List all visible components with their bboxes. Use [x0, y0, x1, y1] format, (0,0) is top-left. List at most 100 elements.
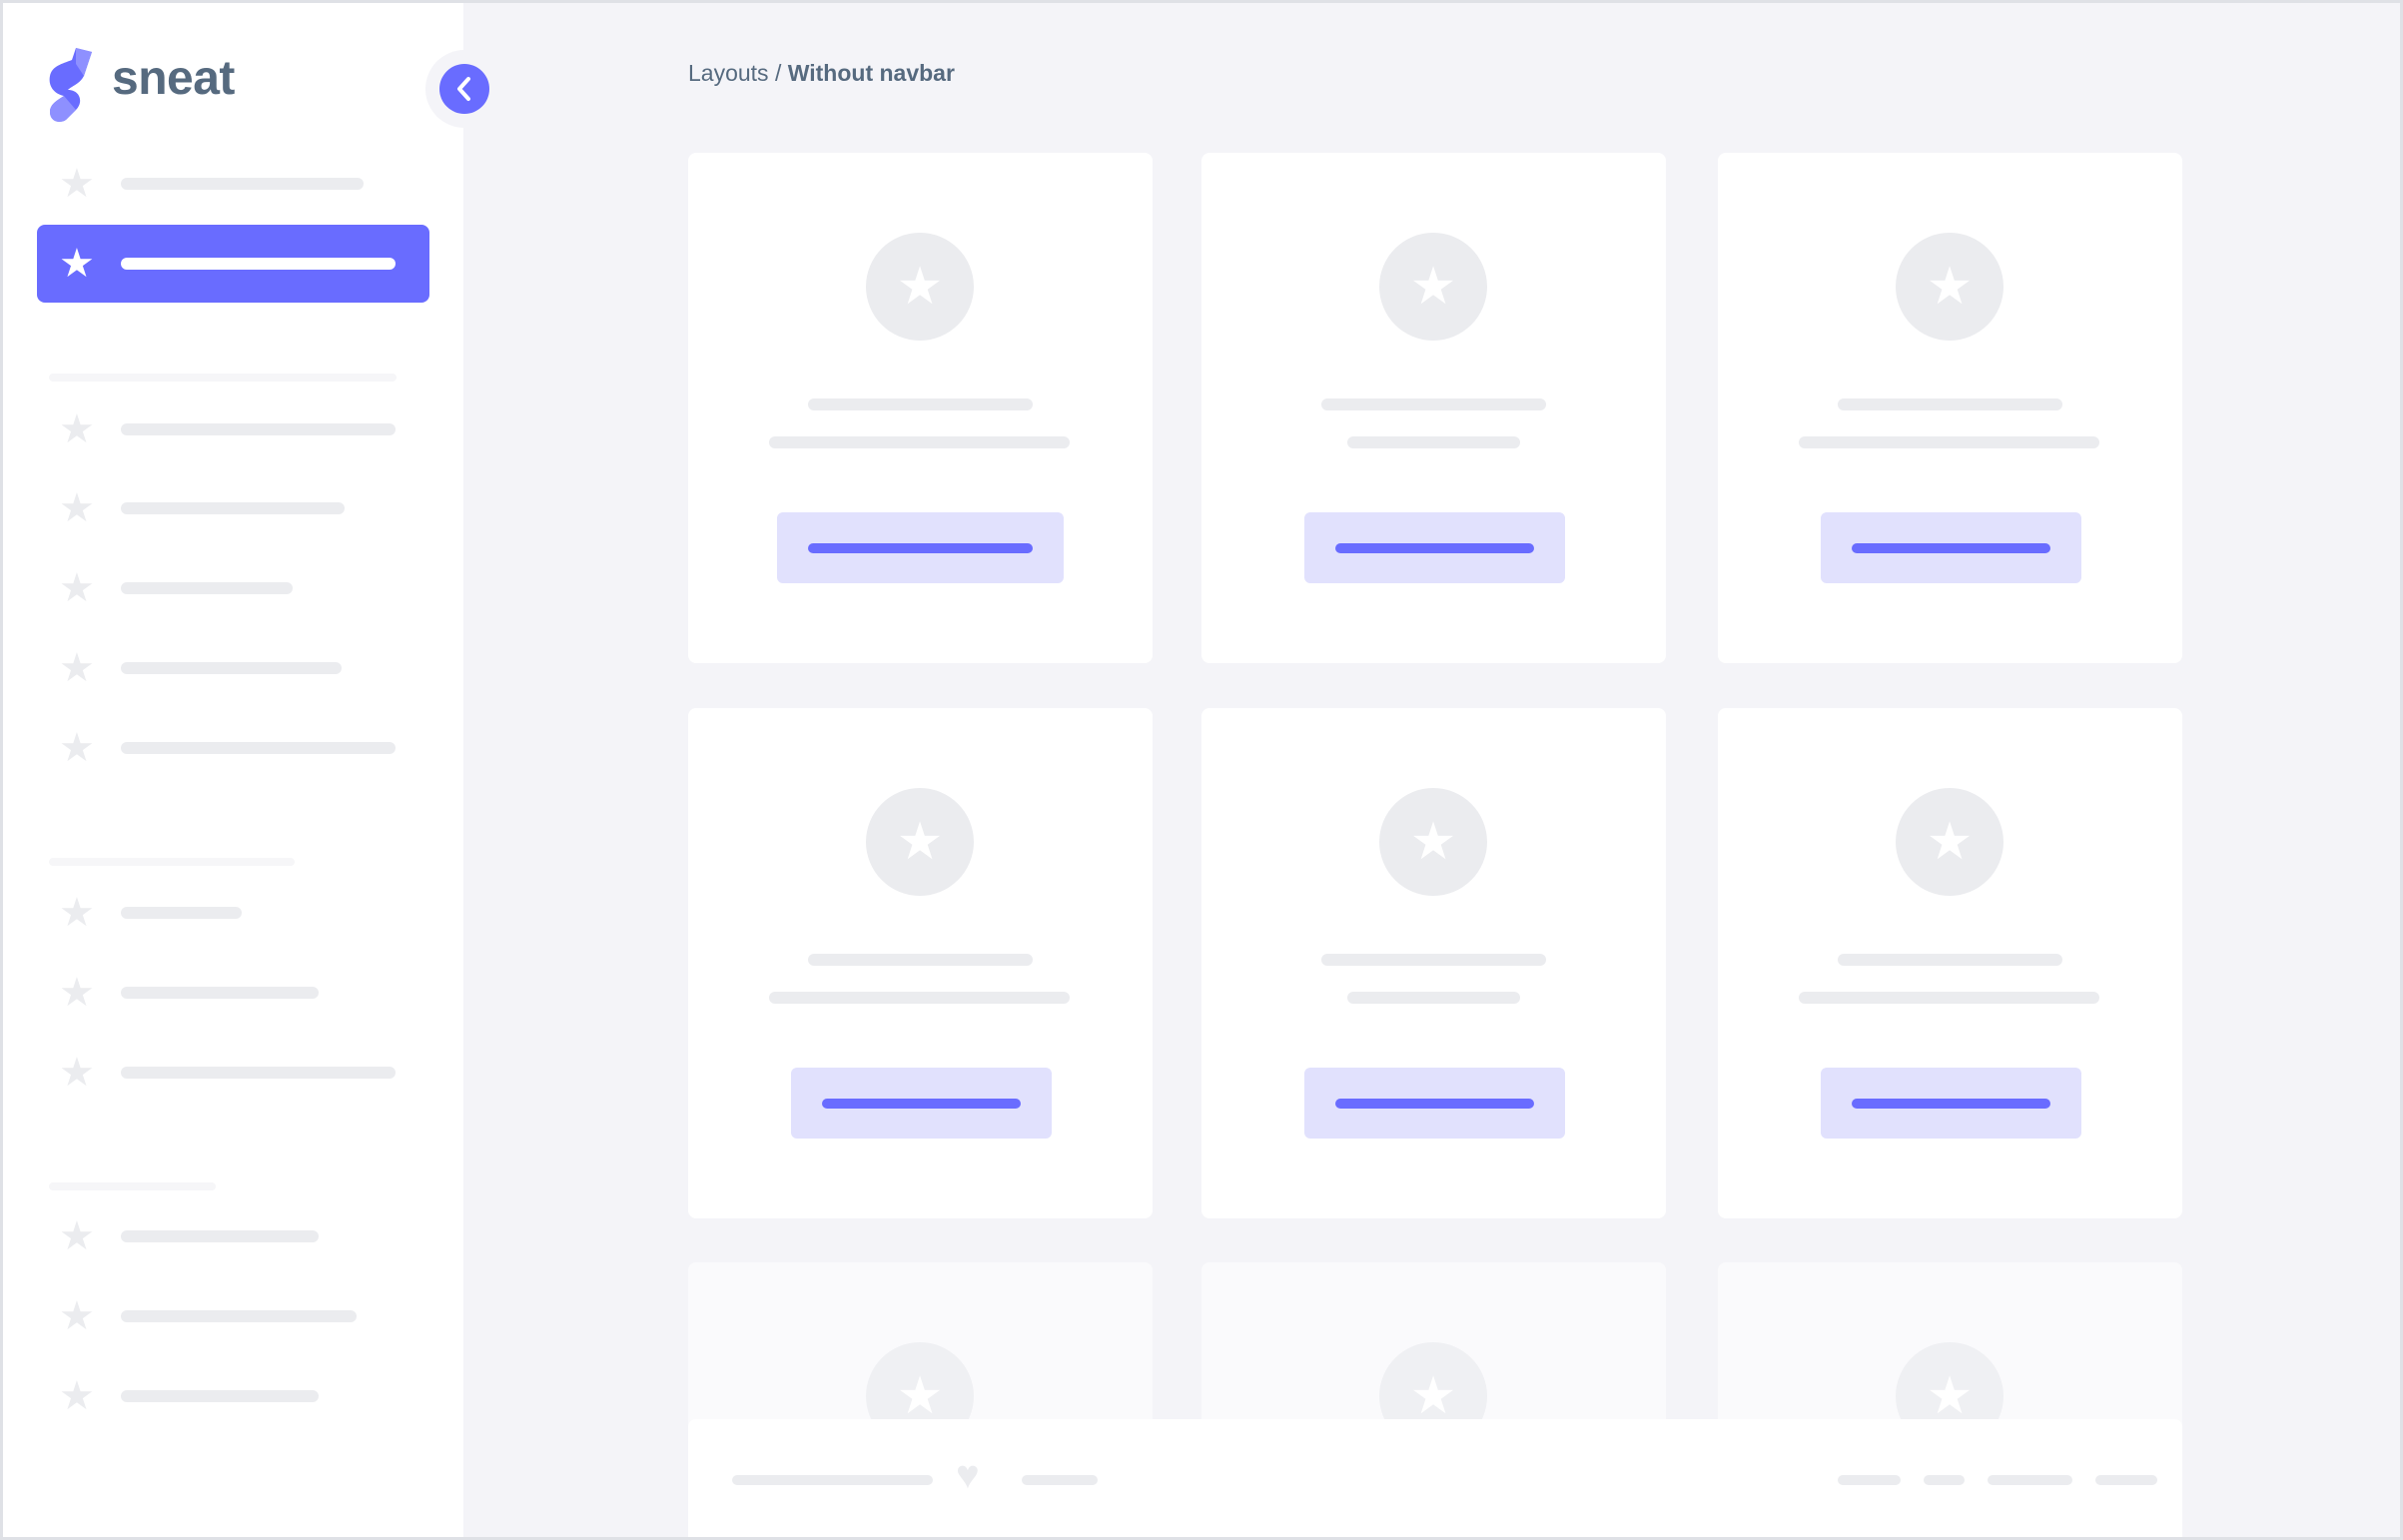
card-text-placeholder [1799, 436, 2099, 448]
star-icon: ★ [59, 1214, 95, 1258]
card-avatar: ★ [866, 233, 974, 341]
sneat-logo-icon [49, 48, 92, 122]
card: ★ [1718, 153, 2182, 663]
star-icon: ★ [1409, 813, 1457, 871]
card-button[interactable] [777, 512, 1064, 583]
star-icon: ★ [59, 242, 95, 286]
sidebar-section-header [49, 374, 397, 382]
sidebar-item[interactable]: ★ [37, 1277, 429, 1355]
sidebar-item-label-placeholder [121, 502, 345, 514]
star-icon: ★ [59, 1051, 95, 1095]
sidebar-section-header [49, 1182, 216, 1190]
star-icon: ★ [59, 486, 95, 530]
star-icon: ★ [59, 1294, 95, 1338]
sidebar-item-label-placeholder [121, 1390, 319, 1402]
card: ★ [1202, 153, 1666, 663]
card: ★ [1718, 708, 2182, 1218]
star-icon: ★ [59, 726, 95, 770]
star-icon: ★ [896, 258, 944, 316]
star-icon: ★ [896, 813, 944, 871]
star-icon: ★ [896, 1367, 944, 1425]
footer: ♥ [688, 1419, 2182, 1537]
card-text-placeholder [1347, 436, 1520, 448]
sidebar-item[interactable]: ★ [37, 390, 429, 468]
star-icon: ★ [1926, 813, 1974, 871]
card-text-placeholder [1347, 992, 1520, 1004]
card-title-placeholder [1321, 398, 1546, 410]
sidebar-item-label-placeholder [121, 582, 293, 594]
card-avatar: ★ [1379, 233, 1487, 341]
sidebar-item[interactable]: ★ [37, 549, 429, 627]
footer-link-placeholder[interactable] [2095, 1475, 2157, 1485]
card-button-label-placeholder [822, 1099, 1021, 1109]
sidebar-item-label-placeholder [121, 1310, 357, 1322]
sidebar-item[interactable]: ★ [37, 629, 429, 707]
card-text-placeholder [769, 992, 1070, 1004]
sidebar-item[interactable]: ★ [37, 1357, 429, 1435]
star-icon: ★ [1409, 258, 1457, 316]
breadcrumb-separator: / [768, 60, 788, 86]
card-button-label-placeholder [1852, 1099, 2050, 1109]
heart-icon: ♥ [956, 1453, 980, 1497]
breadcrumb-current: Without navbar [787, 60, 955, 86]
app-window: sneat ★ ★ ★ ★ ★ ★ ★ ★ ★ ★ ★ ★ ★ Layouts / Without na… [3, 3, 2400, 1537]
star-icon: ★ [59, 566, 95, 610]
card-avatar: ★ [1379, 788, 1487, 896]
card-title-placeholder [1838, 398, 2062, 410]
sidebar-item[interactable]: ★ [37, 225, 429, 303]
card-button[interactable] [791, 1068, 1052, 1139]
footer-link-placeholder[interactable] [1924, 1475, 1965, 1485]
card-title-placeholder [1838, 954, 2062, 966]
card-button[interactable] [1821, 512, 2081, 583]
star-icon: ★ [59, 891, 95, 935]
card-title-placeholder [808, 954, 1033, 966]
card-button[interactable] [1821, 1068, 2081, 1139]
sidebar-item-label-placeholder [121, 1230, 319, 1242]
footer-link-placeholder[interactable] [1022, 1475, 1098, 1485]
card-text-placeholder [1799, 992, 2099, 1004]
card-button-label-placeholder [808, 543, 1033, 553]
card: ★ [1202, 708, 1666, 1218]
footer-link-placeholder[interactable] [1838, 1475, 1901, 1485]
breadcrumb-parent[interactable]: Layouts [688, 60, 769, 86]
breadcrumb: Layouts / Without navbar [688, 60, 955, 87]
star-icon: ★ [59, 162, 95, 206]
sidebar-item-label-placeholder [121, 907, 242, 919]
star-icon: ★ [59, 407, 95, 451]
sidebar-item[interactable]: ★ [37, 954, 429, 1032]
card-avatar: ★ [1896, 233, 2003, 341]
sidebar-item-label-placeholder [121, 987, 319, 999]
sidebar-item-label-placeholder [121, 258, 396, 270]
sidebar-item-label-placeholder [121, 178, 364, 190]
card-button-label-placeholder [1335, 543, 1534, 553]
card: ★ [688, 153, 1153, 663]
card-button[interactable] [1304, 512, 1565, 583]
sidebar-item-label-placeholder [121, 423, 396, 435]
card-avatar: ★ [1896, 788, 2003, 896]
sidebar-item-label-placeholder [121, 662, 342, 674]
card-button[interactable] [1304, 1068, 1565, 1139]
card-button-label-placeholder [1335, 1099, 1534, 1109]
sidebar-item[interactable]: ★ [37, 874, 429, 952]
card-title-placeholder [808, 398, 1033, 410]
collapse-sidebar-button[interactable] [439, 64, 489, 114]
card: ★ [688, 708, 1153, 1218]
brand-name: sneat [112, 52, 235, 105]
sidebar-item[interactable]: ★ [37, 709, 429, 787]
footer-link-placeholder[interactable] [1988, 1475, 2072, 1485]
sidebar-section-header [49, 858, 295, 866]
sidebar-item[interactable]: ★ [37, 145, 429, 223]
sidebar-item[interactable]: ★ [37, 1034, 429, 1112]
card-avatar: ★ [866, 788, 974, 896]
star-icon: ★ [1409, 1367, 1457, 1425]
sidebar-item[interactable]: ★ [37, 469, 429, 547]
card-button-label-placeholder [1852, 543, 2050, 553]
sidebar-item-label-placeholder [121, 1067, 396, 1079]
star-icon: ★ [1926, 258, 1974, 316]
sidebar-item-label-placeholder [121, 742, 396, 754]
card-title-placeholder [1321, 954, 1546, 966]
sidebar-item[interactable]: ★ [37, 1197, 429, 1275]
footer-text-placeholder [732, 1475, 933, 1485]
star-icon: ★ [59, 646, 95, 690]
star-icon: ★ [1926, 1367, 1974, 1425]
